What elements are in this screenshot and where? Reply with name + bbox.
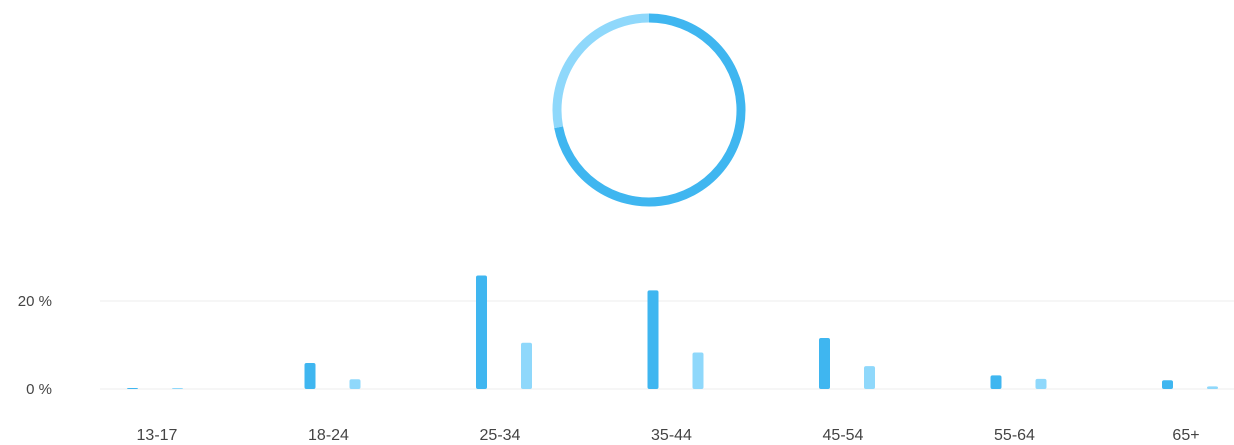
bar-35-44-series-0[interactable] [647,290,659,389]
bar-chart-gridlines [100,300,1234,390]
bar-25-34-series-1[interactable] [521,342,532,389]
bar-13-17-series-1[interactable] [172,388,183,389]
bar-chart-x-axis: 13-17 18-24 25-34 35-44 45-54 55-64 65+ [137,427,1200,444]
donut-slice-0[interactable] [554,13,746,207]
bar-65+-series-0[interactable] [1162,380,1173,389]
bar-chart-bars [127,275,1218,390]
bar-chart-y-axis: 0 % 20 % [18,293,52,398]
x-tick-label-0: 13-17 [137,427,178,444]
x-tick-label-2: 25-34 [480,427,521,444]
bar-18-24-series-0[interactable] [304,363,316,389]
y-tick-label-1: 20 % [18,293,52,310]
bar-18-24-series-1[interactable] [349,379,361,389]
donut-chart [552,13,746,207]
bar-13-17-series-0[interactable] [127,388,138,389]
bar-55-64-series-0[interactable] [990,375,1002,389]
y-tick-label-0: 0 % [26,381,52,398]
bar-45-54-series-0[interactable] [819,338,830,389]
x-tick-label-4: 45-54 [823,427,864,444]
x-tick-label-6: 65+ [1172,427,1199,444]
bar-35-44-series-1[interactable] [692,352,704,390]
bar-45-54-series-1[interactable] [864,366,875,389]
x-tick-label-1: 18-24 [308,427,349,444]
x-tick-label-3: 35-44 [651,427,692,444]
bar-55-64-series-1[interactable] [1035,378,1047,389]
x-tick-label-5: 55-64 [994,427,1035,444]
bar-25-34-series-0[interactable] [476,275,487,390]
donut-slice-1[interactable] [552,13,650,129]
bar-65+-series-1[interactable] [1207,386,1218,389]
